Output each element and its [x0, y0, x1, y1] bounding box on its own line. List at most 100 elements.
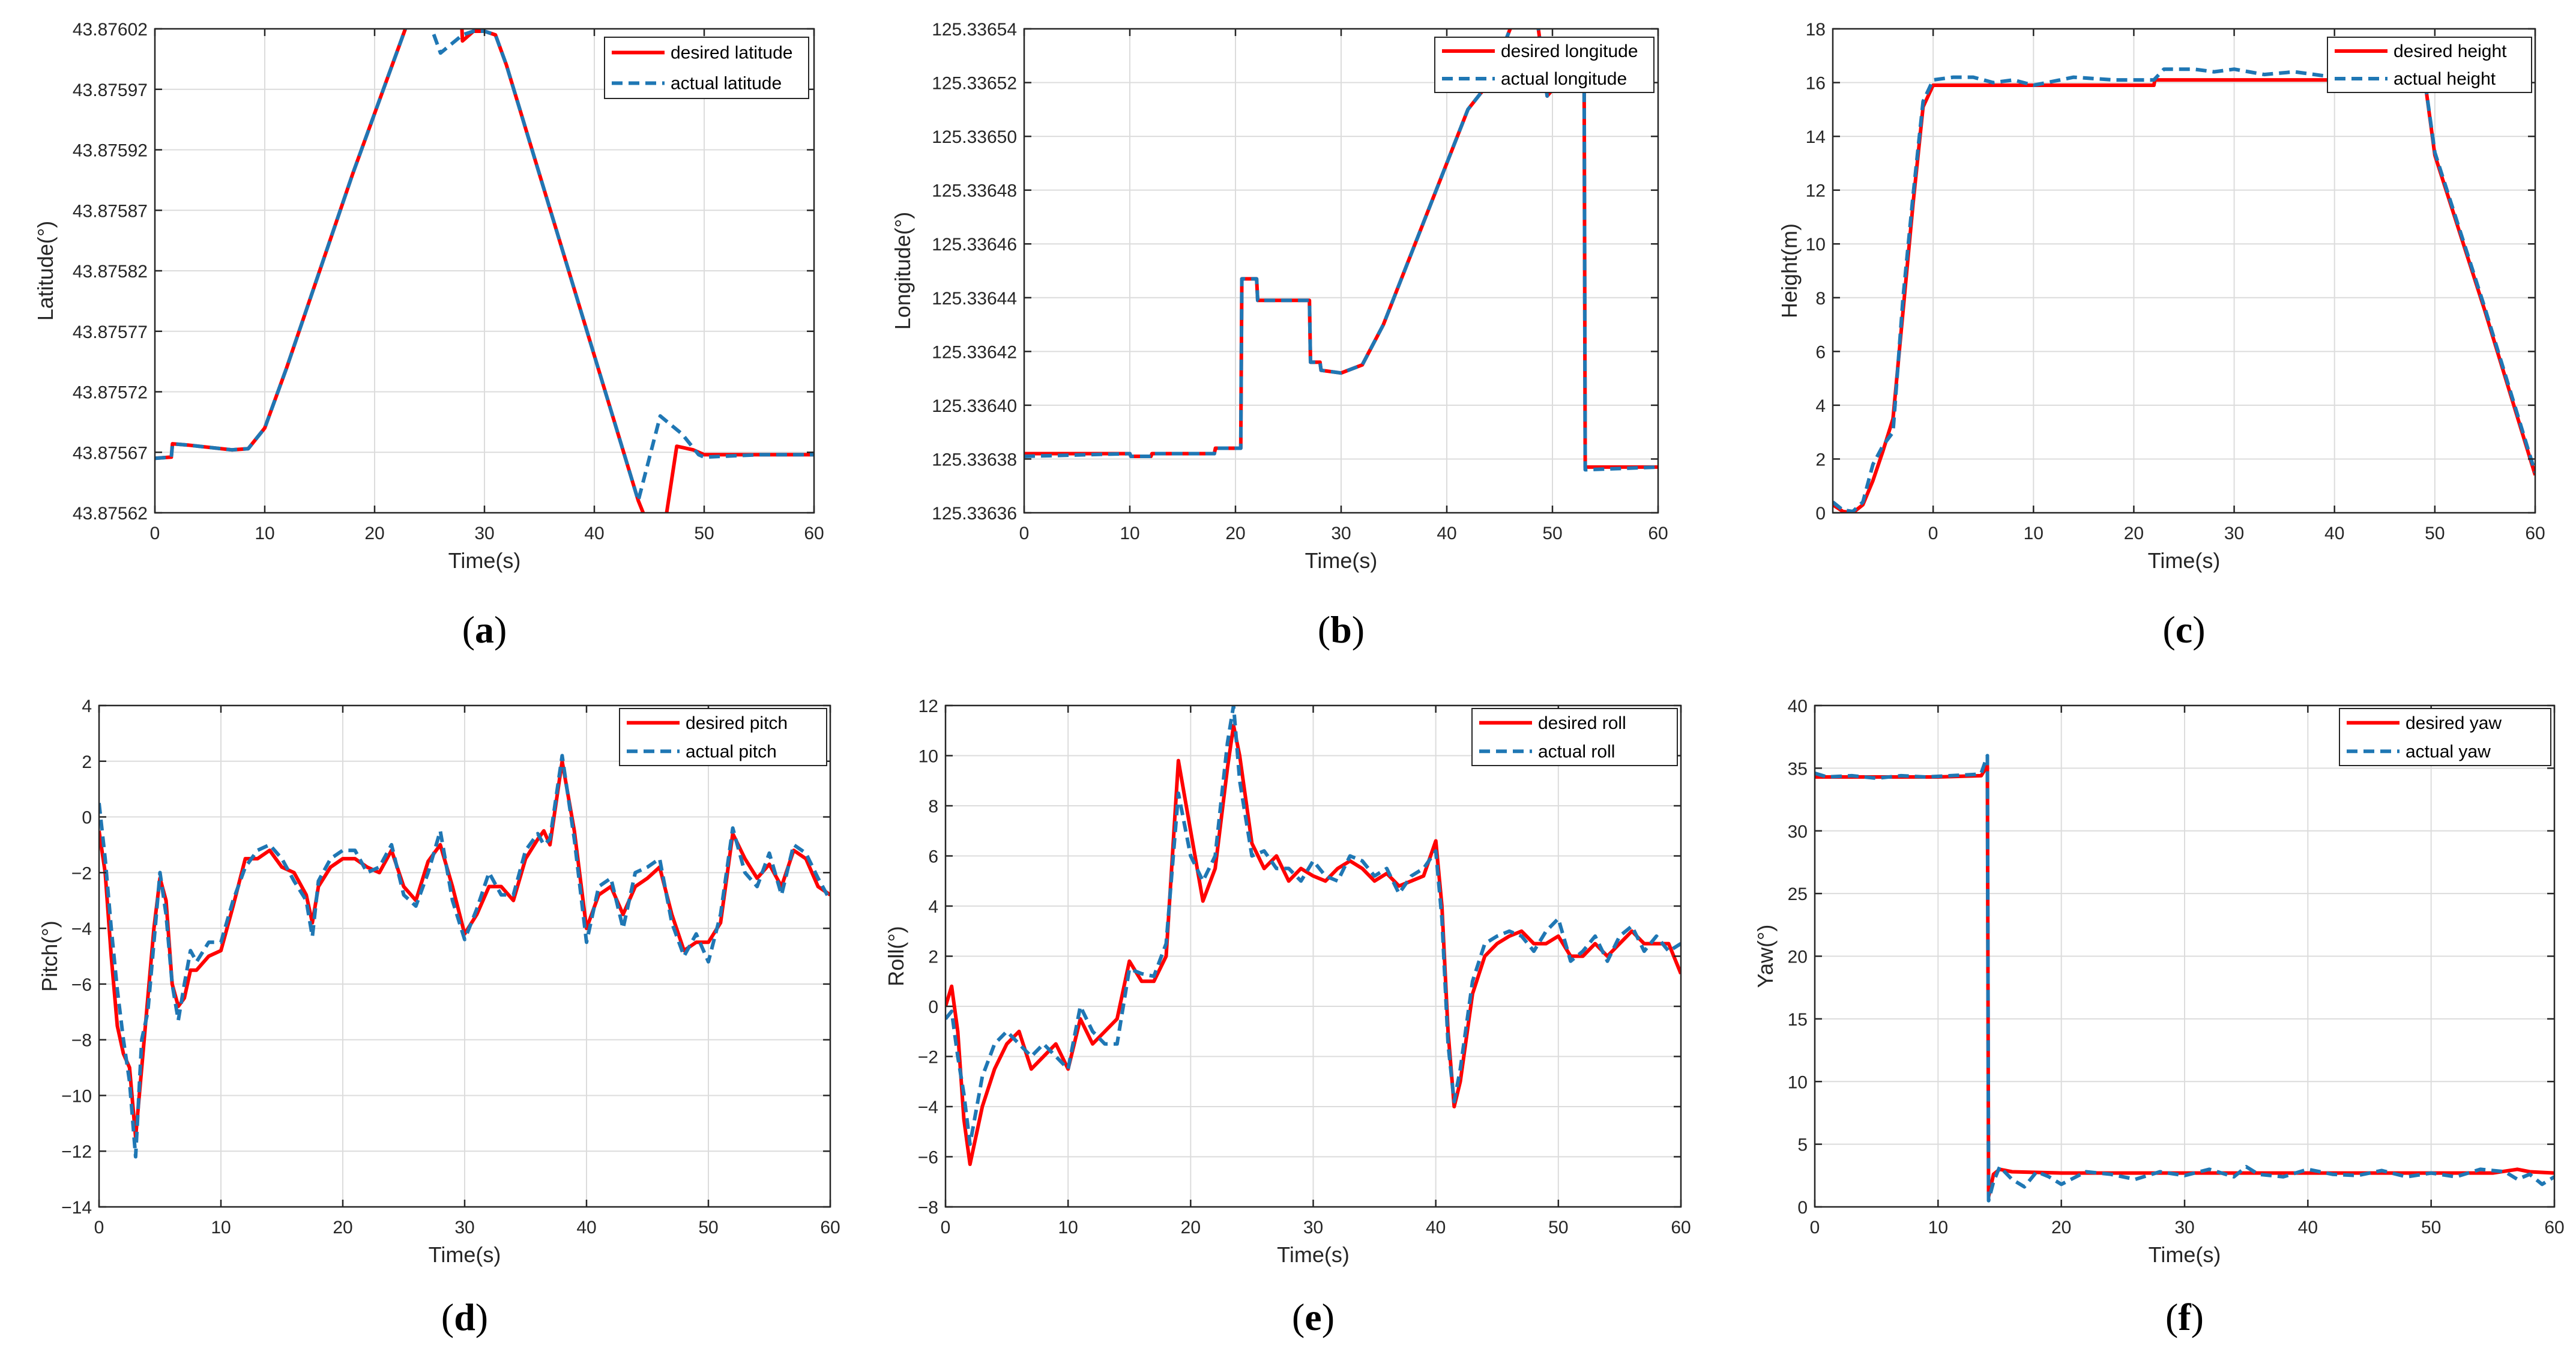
x-tick-label: 20 [2051, 1218, 2071, 1238]
legend-label: actual latitude [671, 74, 782, 94]
legend-box [619, 708, 827, 766]
y-tick-label: 0 [1797, 1198, 1808, 1218]
y-tick-label: −2 [71, 863, 92, 883]
legend: desired longitude actual longitude [1434, 37, 1654, 93]
series-line-desired [946, 724, 1681, 1166]
legend-label: desired longitude [1501, 41, 1638, 61]
chart-panel-e: 0 10 20 30 40 50 60 −8 −6 −4 −2 0 2 4 6 8 10 12 Time(s) Rol… [884, 697, 1691, 1338]
x-tick-label: 50 [694, 524, 714, 543]
y-tick-label: 6 [928, 847, 938, 867]
x-tick-label: 50 [1548, 1218, 1568, 1238]
y-axis-label: Pitch(°) [37, 920, 62, 991]
x-tick-label: 30 [474, 524, 494, 543]
y-tick-label: 18 [1806, 20, 1826, 40]
x-tick-label: 40 [2324, 524, 2344, 543]
y-tick-label: −6 [71, 975, 92, 995]
x-tick-label: 0 [1928, 524, 1938, 543]
x-tick-label: 60 [1648, 524, 1668, 543]
panel-label: (a) [462, 608, 507, 651]
x-tick-label: 60 [1671, 1218, 1691, 1238]
x-tick-label: 10 [255, 524, 274, 543]
x-tick-label: 10 [1058, 1218, 1078, 1238]
y-tick-label: 10 [1788, 1072, 1808, 1092]
y-tick-label: 125.33646 [932, 235, 1017, 255]
chart-panel-a: 0 10 20 30 40 50 60 43.87562 43.87567 43.87572 43.… [33, 20, 824, 651]
y-tick-label: −2 [918, 1048, 938, 1068]
y-tick-label: −4 [71, 919, 92, 939]
x-tick-label: 20 [1181, 1218, 1201, 1238]
legend-box [604, 37, 809, 99]
y-tick-label: −10 [61, 1086, 92, 1106]
y-tick-label: 43.87587 [73, 201, 148, 221]
legend: desired roll actual roll [1471, 708, 1678, 766]
plot-area [1833, 29, 2535, 513]
y-tick-label: 0 [928, 997, 938, 1017]
y-tick-label: 125.33648 [932, 181, 1017, 201]
x-tick-label: 20 [333, 1218, 352, 1238]
x-tick-label: 60 [2544, 1218, 2564, 1238]
series-line-actual [946, 706, 1681, 1146]
y-tick-label: −8 [918, 1198, 938, 1218]
y-tick-label: 43.87567 [73, 443, 148, 463]
y-tick-label: 12 [1806, 181, 1826, 201]
x-tick-label: 40 [584, 524, 604, 543]
y-axis-label: Latitude(°) [33, 221, 58, 321]
x-tick-label: 20 [364, 524, 384, 543]
x-tick-label: 50 [698, 1218, 718, 1238]
y-tick-label: 16 [1806, 74, 1826, 94]
legend-label: actual longitude [1501, 69, 1627, 89]
x-tick-label: 20 [1225, 524, 1245, 543]
panel-label: (f) [2165, 1296, 2204, 1338]
legend: desired yaw actual yaw [2339, 708, 2551, 766]
y-axis-label: Yaw(°) [1753, 925, 1778, 988]
panel-label: (b) [1318, 608, 1365, 651]
x-tick-label: 30 [1303, 1218, 1323, 1238]
y-tick-label: 125.33636 [932, 504, 1017, 524]
y-tick-label: 4 [1815, 396, 1826, 416]
y-tick-label: 15 [1788, 1010, 1808, 1030]
x-tick-label: 40 [576, 1218, 596, 1238]
legend: desired height actual height [2327, 37, 2532, 93]
series-line-actual [155, 29, 814, 503]
panel-label: (c) [2162, 608, 2205, 651]
y-tick-label: 43.87582 [73, 262, 148, 282]
x-tick-label: 40 [1426, 1218, 1446, 1238]
y-tick-label: 0 [1815, 504, 1826, 524]
panel-label: (e) [1292, 1296, 1335, 1338]
x-tick-label: 60 [820, 1218, 840, 1238]
legend-label: actual yaw [2406, 742, 2491, 761]
legend-label: desired latitude [671, 43, 792, 63]
y-tick-label: 43.87597 [73, 80, 148, 100]
x-tick-label: 30 [2224, 524, 2244, 543]
x-tick-label: 50 [2421, 1218, 2441, 1238]
x-tick-label: 30 [1331, 524, 1351, 543]
chart-panel-f: 0 10 20 30 40 50 60 0 5 10 15 20 25 30 35 40 Time(s) Yaw(… [1753, 697, 2565, 1338]
x-axis-label: Time(s) [2148, 548, 2221, 573]
y-axis-label: Longitude(°) [890, 212, 915, 330]
y-axis-label: Height(m) [1777, 223, 1802, 318]
y-tick-label: 5 [1797, 1135, 1808, 1155]
y-tick-label: 6 [1815, 342, 1826, 362]
legend-box [2327, 37, 2532, 93]
x-axis-label: Time(s) [448, 548, 521, 573]
x-axis-label: Time(s) [1277, 1242, 1350, 1267]
y-tick-label: 4 [82, 697, 92, 716]
x-tick-label: 0 [1019, 524, 1030, 543]
legend-label: actual height [2394, 69, 2496, 89]
x-tick-label: 0 [94, 1218, 104, 1238]
y-tick-label: 43.87562 [73, 504, 148, 524]
y-tick-label: −14 [61, 1198, 92, 1218]
x-tick-label: 50 [2425, 524, 2445, 543]
x-tick-label: 0 [1810, 1218, 1820, 1238]
y-tick-label: 35 [1788, 759, 1808, 779]
y-tick-label: 43.87572 [73, 383, 148, 403]
legend-label: actual pitch [686, 742, 777, 761]
y-tick-label: 43.87577 [73, 322, 148, 342]
x-axis-label: Time(s) [429, 1242, 501, 1267]
y-tick-label: 125.33638 [932, 450, 1017, 470]
legend-label: desired pitch [686, 713, 788, 733]
y-tick-label: 2 [82, 752, 92, 772]
y-tick-label: 43.87592 [73, 141, 148, 161]
y-tick-label: 30 [1788, 822, 1808, 842]
